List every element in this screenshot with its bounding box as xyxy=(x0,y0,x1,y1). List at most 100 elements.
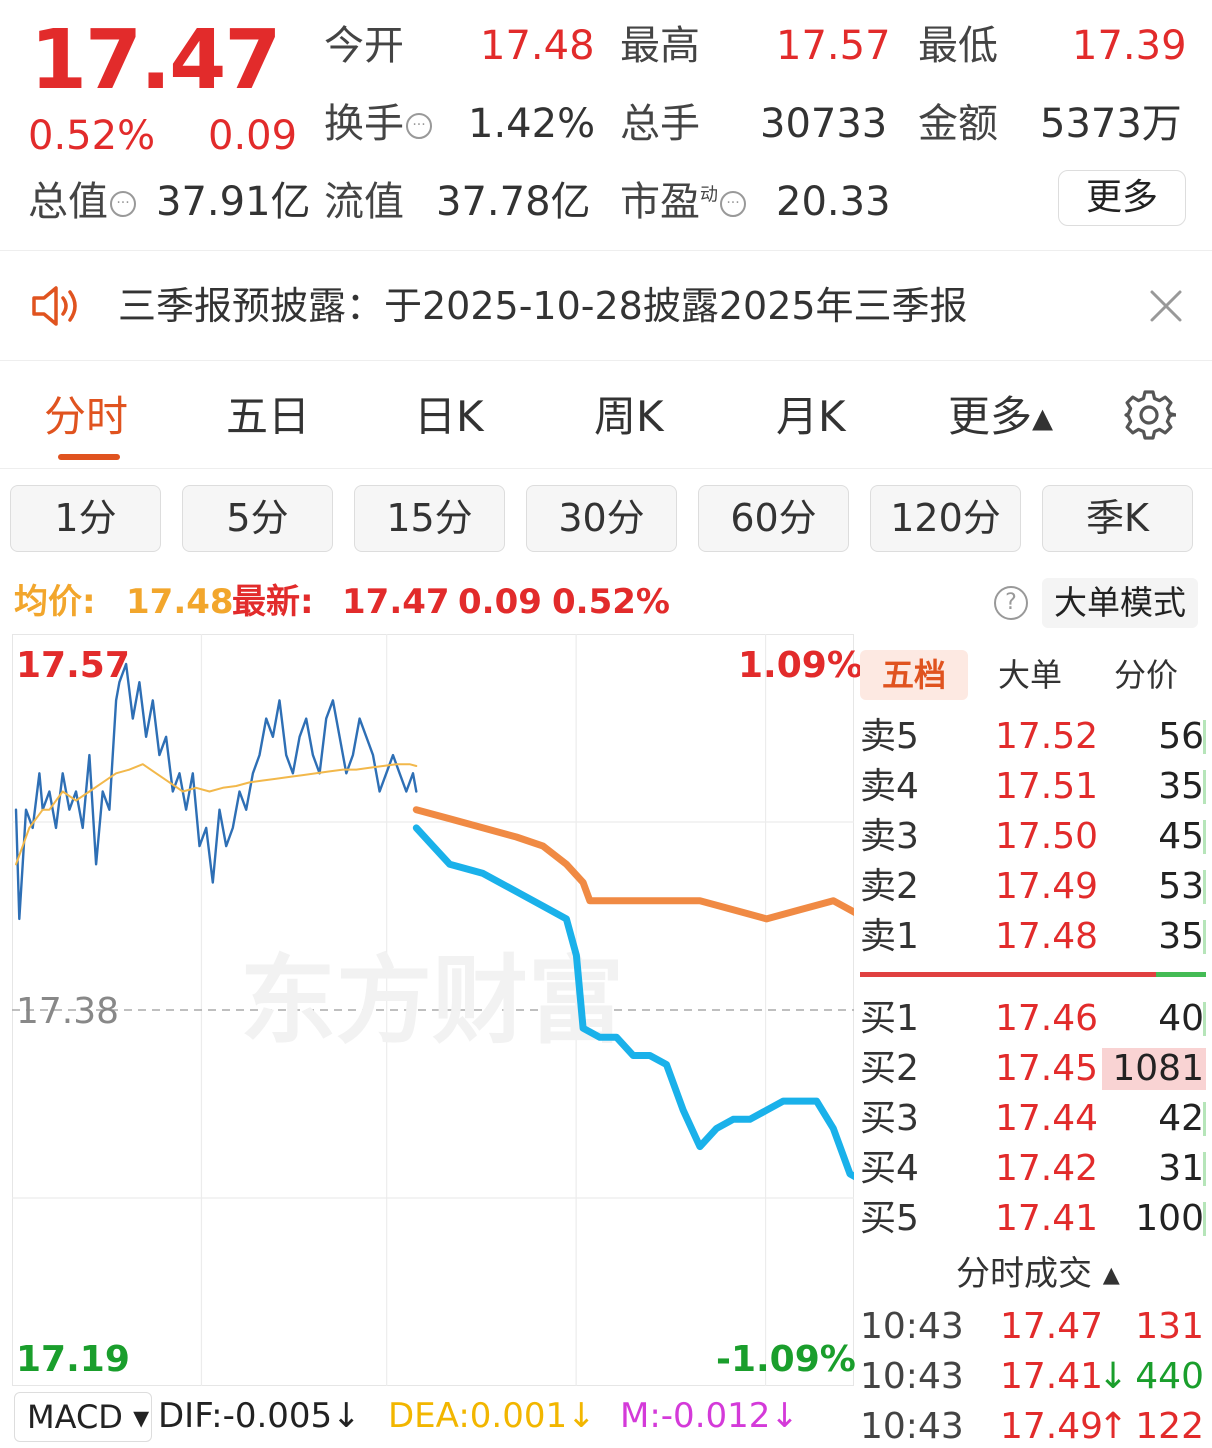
avg-price-label: 均价: xyxy=(14,582,96,622)
info-icon[interactable]: ··· xyxy=(406,113,432,139)
ask-row[interactable]: 卖3 17.50 45 xyxy=(860,812,1206,862)
intraday-chart[interactable]: 东方财富 xyxy=(12,634,854,1386)
tab-intraday[interactable]: 分时 xyxy=(44,392,129,441)
level-price: 17.41 xyxy=(995,1198,1099,1239)
ask-row[interactable]: 卖1 17.48 35 xyxy=(860,912,1206,962)
bid-ask-divider xyxy=(860,972,1206,977)
trade-row[interactable]: 10:43 17.49 ↑ 122 xyxy=(860,1402,1206,1448)
period-60min-button[interactable]: 60分 xyxy=(698,485,849,552)
low-label: 最低 xyxy=(918,23,998,69)
tab-monthly-k[interactable]: 月K xyxy=(776,392,846,441)
ask-row[interactable]: 卖4 17.51 35 xyxy=(860,762,1206,812)
bid-ask-divider-green xyxy=(1156,972,1206,977)
chart-grid xyxy=(12,634,854,1386)
level-label: 买1 xyxy=(860,998,919,1039)
depth-edge-bar xyxy=(1203,770,1206,804)
latest-value: 17.47 xyxy=(342,582,450,622)
depth-edge-bar xyxy=(1203,1202,1206,1236)
amount-value: 5373万 xyxy=(1040,101,1182,147)
ask-row[interactable]: 卖5 17.52 56 xyxy=(860,712,1206,762)
ask-row[interactable]: 卖2 17.49 53 xyxy=(860,862,1206,912)
depth-edge-bar xyxy=(1203,1102,1206,1136)
orderbook-tab-big-order[interactable]: 大单 xyxy=(998,656,1063,694)
level-volume: 45 xyxy=(1158,816,1204,857)
divider xyxy=(0,360,1212,361)
amount-label: 金额 xyxy=(918,101,998,147)
low-value: 17.39 xyxy=(1072,23,1187,69)
pct-bottom-label: -1.09% xyxy=(716,1339,856,1380)
open-label: 今开 xyxy=(324,23,404,69)
orderbook-tab-five-level[interactable]: 五档 xyxy=(860,650,969,700)
level-volume: 35 xyxy=(1158,766,1204,807)
y-bottom-label: 17.19 xyxy=(16,1339,130,1380)
period-30min-button[interactable]: 30分 xyxy=(526,485,677,552)
period-5min-button[interactable]: 5分 xyxy=(182,485,333,552)
turnover-label[interactable]: 换手 ··· xyxy=(324,104,432,144)
macd-dif: DIF:-0.005↓ xyxy=(158,1396,361,1436)
level-price: 17.51 xyxy=(995,766,1099,807)
bid-row[interactable]: 买3 17.44 42 xyxy=(860,1094,1206,1144)
open-value: 17.48 xyxy=(480,23,595,69)
trade-volume: 122 xyxy=(1135,1406,1204,1447)
bid-row[interactable]: 买4 17.42 31 xyxy=(860,1144,1206,1194)
level-price: 17.52 xyxy=(995,716,1099,757)
big-order-mode-button[interactable]: 大单模式 xyxy=(1042,578,1198,628)
latest-label: 最新: xyxy=(232,582,314,622)
bid-row[interactable]: 买5 17.41 100 xyxy=(860,1194,1206,1244)
change-percent: 0.52% xyxy=(28,113,156,159)
level-label: 卖3 xyxy=(860,816,919,857)
volume-label: 总手 xyxy=(620,101,700,147)
depth-edge-bar xyxy=(1203,920,1206,954)
tab-active-indicator xyxy=(58,454,120,460)
period-1min-button[interactable]: 1分 xyxy=(10,485,161,552)
trade-price: 17.41 xyxy=(1000,1356,1104,1397)
tab-daily-k[interactable]: 日K xyxy=(414,392,484,441)
bid-row[interactable]: 买2 17.45 1081 xyxy=(860,1044,1206,1094)
divider xyxy=(0,250,1212,251)
bid-row[interactable]: 买1 17.46 40 xyxy=(860,994,1206,1044)
notice-text[interactable]: 三季报预披露：于2025-10-28披露2025年三季报 xyxy=(118,284,968,328)
trade-row[interactable]: 10:43 17.47 131 xyxy=(860,1302,1206,1352)
indicator-selector[interactable]: MACD ▾ xyxy=(14,1392,152,1442)
divider xyxy=(0,468,1212,469)
close-icon[interactable] xyxy=(1148,288,1184,324)
info-icon[interactable]: ··· xyxy=(720,191,746,217)
level-volume: 35 xyxy=(1158,916,1204,957)
trade-row[interactable]: 10:43 17.41 ↓ 440 xyxy=(860,1352,1206,1402)
depth-edge-bar xyxy=(1203,820,1206,854)
period-15min-button[interactable]: 15分 xyxy=(354,485,505,552)
depth-edge-bar xyxy=(1203,870,1206,904)
level-label: 买4 xyxy=(860,1148,919,1189)
mktcap-label[interactable]: 总值 ··· xyxy=(28,182,136,222)
tab-more[interactable]: 更多▴ xyxy=(948,392,1054,441)
level-label: 卖5 xyxy=(860,716,919,757)
pe-value: 20.33 xyxy=(776,179,891,225)
level-price: 17.42 xyxy=(995,1148,1099,1189)
help-icon[interactable]: ? xyxy=(994,586,1028,620)
tab-weekly-k[interactable]: 周K xyxy=(594,392,664,441)
trade-time: 10:43 xyxy=(860,1356,964,1397)
gear-icon[interactable] xyxy=(1122,388,1178,442)
info-icon[interactable]: ··· xyxy=(110,191,136,217)
more-button[interactable]: 更多 xyxy=(1058,170,1186,226)
pct-top-label: 1.09% xyxy=(738,645,863,686)
level-price: 17.48 xyxy=(995,916,1099,957)
high-label: 最高 xyxy=(620,23,700,69)
period-120min-button[interactable]: 120分 xyxy=(870,485,1021,552)
trade-arrow: ↑ xyxy=(1098,1406,1129,1447)
trades-title[interactable]: 分时成交 ▴ xyxy=(956,1254,1120,1294)
level-label: 买3 xyxy=(860,1098,919,1139)
period-quarter-k-button[interactable]: 季K xyxy=(1042,485,1193,552)
level-price: 17.46 xyxy=(995,998,1099,1039)
series-line-1 xyxy=(15,763,418,866)
pe-label[interactable]: 市盈动 ··· xyxy=(620,182,746,222)
depth-edge-bar xyxy=(1203,1152,1206,1186)
level-price: 17.44 xyxy=(995,1098,1099,1139)
tab-five-day[interactable]: 五日 xyxy=(226,392,311,441)
avg-price-value: 17.48 xyxy=(126,582,234,622)
level-volume: 42 xyxy=(1158,1098,1204,1139)
orderbook-tab-price-split[interactable]: 分价 xyxy=(1114,656,1179,694)
trade-arrow: ↓ xyxy=(1098,1356,1129,1397)
y-mid-label: 17.38 xyxy=(16,991,120,1032)
chart-series xyxy=(14,662,854,1181)
